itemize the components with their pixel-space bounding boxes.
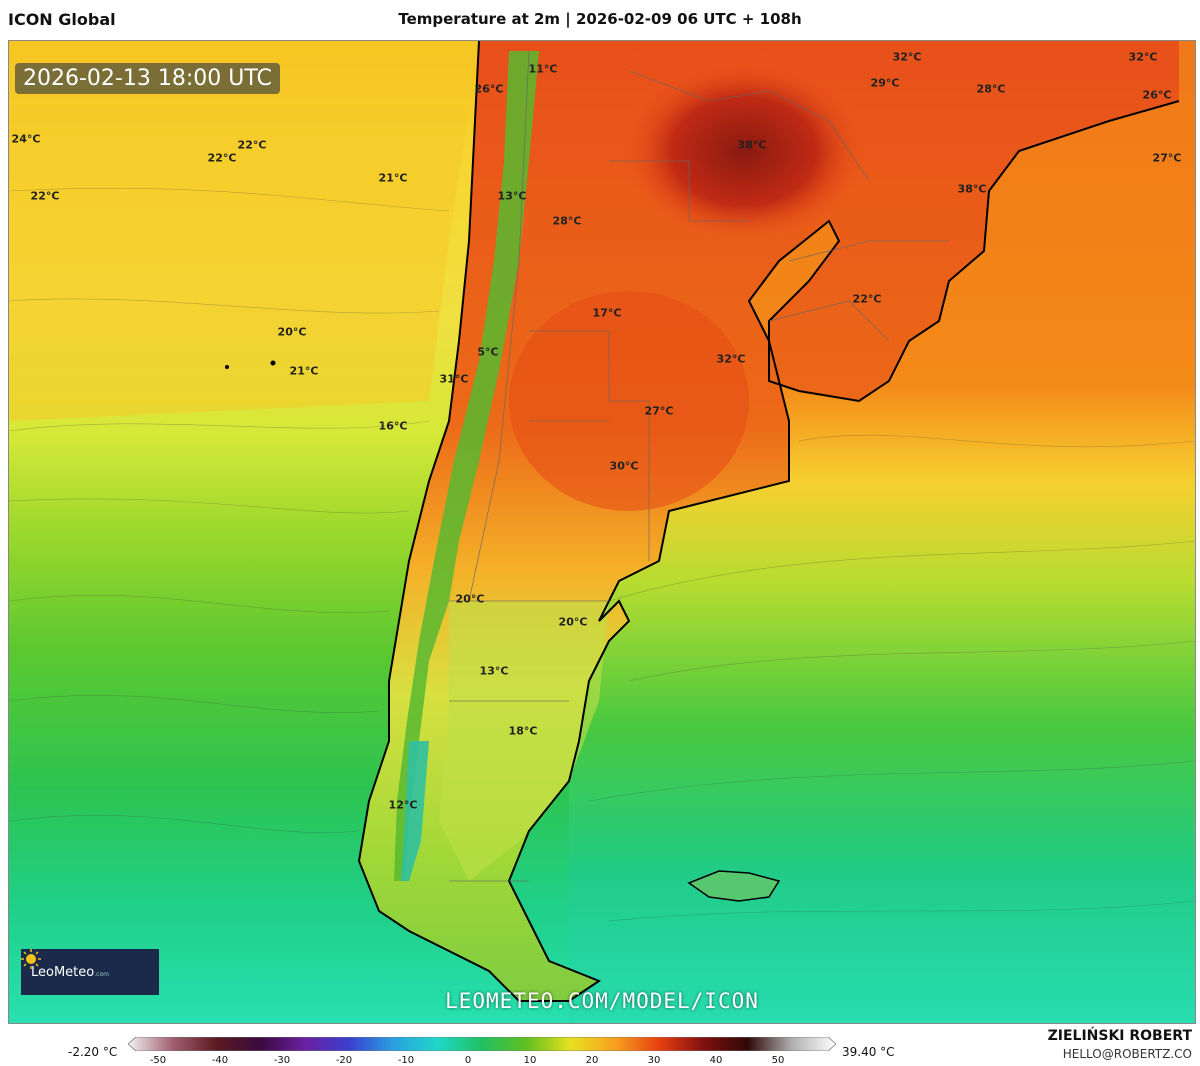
leometeo-logo[interactable]: LeoMeteo.com [21, 949, 159, 995]
legend-tick: 50 [771, 1055, 785, 1066]
author-name: ZIELIŃSKI ROBERT [1047, 1028, 1192, 1044]
temperature-label: 22°C [852, 292, 882, 306]
temperature-label: 22°C [237, 138, 267, 152]
temperature-label: 11°C [528, 62, 558, 76]
legend-tick: -20 [335, 1055, 353, 1066]
temperature-label: 17°C [592, 306, 622, 320]
legend-tick: -30 [273, 1055, 291, 1066]
sun-icon [21, 949, 41, 969]
temperature-label: 31°C [439, 372, 469, 386]
temperature-label: 22°C [30, 189, 60, 203]
temperature-label: 21°C [289, 364, 319, 378]
legend-tick: 10 [523, 1055, 537, 1066]
temperature-label: 32°C [1128, 50, 1158, 64]
legend-tick: -50 [149, 1055, 167, 1066]
temperature-label: 5°C [477, 345, 499, 359]
temperature-label: 20°C [277, 325, 307, 339]
temperature-label: 20°C [455, 592, 485, 606]
temperature-label: 30°C [609, 459, 639, 473]
temperature-label: 12°C [388, 798, 418, 812]
legend-max: 39.40 °C [842, 1045, 895, 1059]
legend-colorbar [128, 1037, 836, 1051]
legend-min: -2.20 °C [68, 1045, 118, 1059]
temperature-label: 28°C [552, 214, 582, 228]
temperature-label: 27°C [644, 404, 674, 418]
temperature-label: 32°C [892, 50, 922, 64]
temperature-map: 2026-02-13 18:00 UTC 11°C 26°C 32°C 32°C 29°… [8, 40, 1196, 1024]
temperature-label: 26°C [1142, 88, 1172, 102]
legend-tick: -40 [211, 1055, 229, 1066]
temperature-label: 27°C [1152, 151, 1182, 165]
temperature-label: 26°C [474, 82, 504, 96]
legend-tick: 30 [647, 1055, 661, 1066]
temperature-label: 21°C [378, 171, 408, 185]
legend-tick: 0 [464, 1055, 472, 1066]
temperature-label: 20°C [558, 615, 588, 629]
temperature-label: 13°C [497, 189, 527, 203]
logo-text: LeoMeteo.com [31, 964, 109, 980]
temperature-label: 24°C [11, 132, 41, 146]
legend-tick: 20 [585, 1055, 599, 1066]
temperature-label: 29°C [870, 76, 900, 90]
map-canvas [9, 41, 1195, 1023]
temperature-label: 16°C [378, 419, 408, 433]
author-email: HELLO@ROBERTZ.CO [1062, 1047, 1192, 1061]
temperature-label: 32°C [716, 352, 746, 366]
temperature-label: 18°C [508, 724, 538, 738]
page-title: Temperature at 2m | 2026-02-09 06 UTC + … [398, 10, 802, 28]
legend-tick: 40 [709, 1055, 723, 1066]
temperature-label: 38°C [737, 138, 767, 152]
temperature-label: 22°C [207, 151, 237, 165]
url-watermark: LEOMETEO.COM/MODEL/ICON [445, 989, 759, 1013]
temperature-label: 13°C [479, 664, 509, 678]
temperature-label: 38°C [957, 182, 987, 196]
valid-time-badge: 2026-02-13 18:00 UTC [15, 63, 280, 94]
model-name: ICON Global [8, 10, 116, 29]
legend-tick: -10 [397, 1055, 415, 1066]
temperature-label: 28°C [976, 82, 1006, 96]
